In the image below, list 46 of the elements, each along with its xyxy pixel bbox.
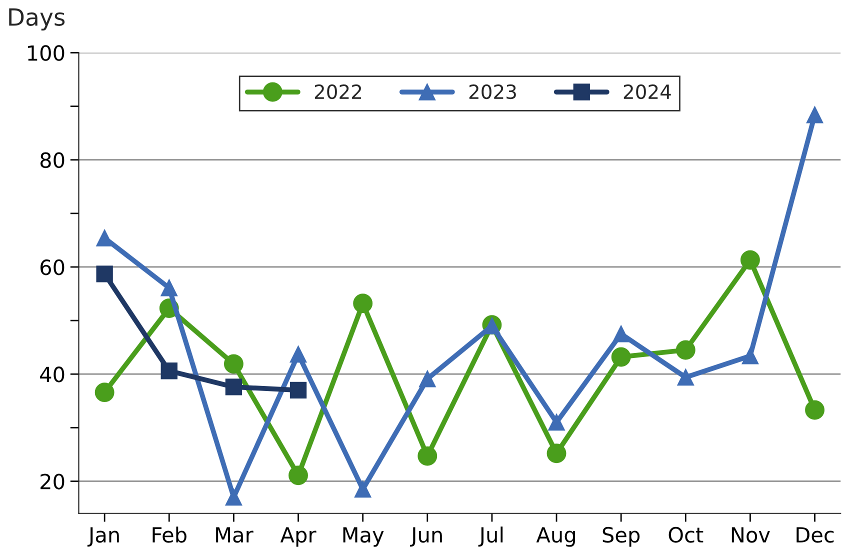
x-tick-label: Dec (796, 527, 834, 543)
point (96, 266, 113, 282)
legend-label: 2024 (624, 84, 671, 100)
x-tick-label: Feb (152, 526, 186, 543)
point (160, 362, 178, 380)
point (96, 230, 113, 246)
point (677, 368, 694, 386)
y-tick-label: 20 (40, 474, 64, 490)
y-tick-label: 60 (40, 259, 64, 276)
y-tick-label: 80 (40, 152, 64, 168)
point (290, 346, 307, 363)
point (290, 382, 307, 399)
point (742, 348, 759, 364)
point (546, 444, 566, 464)
point (419, 370, 436, 388)
point (160, 280, 178, 296)
point (354, 480, 372, 498)
x-tick-label: Oct (668, 526, 704, 543)
point (225, 488, 242, 506)
x-tick-label: Jul (478, 526, 503, 547)
point (612, 326, 630, 342)
legend-label: 2022 (314, 84, 362, 100)
y-axis-title: Days (9, 8, 65, 31)
point (353, 294, 373, 314)
point (94, 382, 114, 402)
x-tick-label: Jan (87, 527, 119, 547)
x-tick-label: Jun (410, 527, 442, 547)
x-tick-label: Aug (536, 527, 575, 547)
x-tick-label: Nov (732, 527, 770, 543)
legend-label: 2023 (469, 84, 516, 100)
point (548, 414, 565, 431)
x-tick-label: Apr (280, 527, 316, 547)
point (806, 106, 824, 124)
y-tick-label: 100 (28, 45, 64, 61)
point (288, 466, 308, 486)
point (740, 250, 760, 270)
x-tick-label: Mar (216, 527, 254, 543)
x-tick-label: May (343, 527, 384, 547)
x-tick-label: Sep (602, 526, 640, 547)
y-tick-label: 40 (40, 366, 64, 382)
point (611, 347, 631, 367)
point (224, 354, 244, 374)
point (225, 378, 242, 396)
point (676, 340, 696, 360)
point (805, 400, 824, 420)
point (418, 446, 438, 466)
